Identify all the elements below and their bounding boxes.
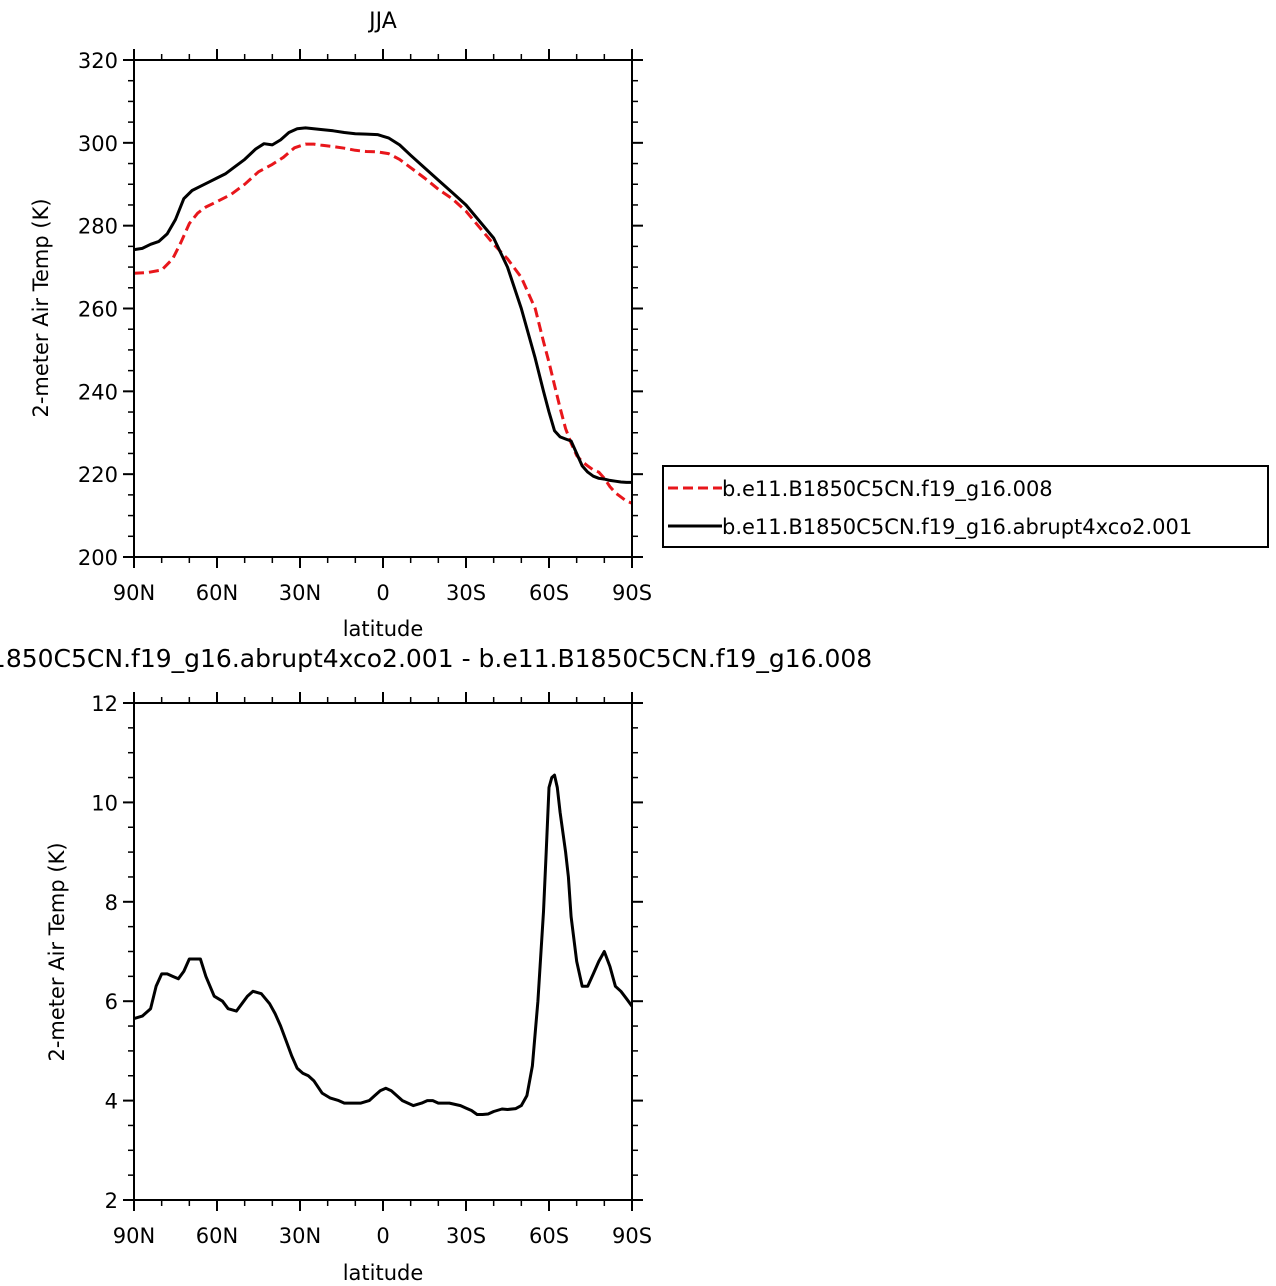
bottom-plot-frame xyxy=(133,702,633,1201)
top-title: JJA xyxy=(367,9,397,34)
top-ytick-label: 300 xyxy=(78,132,118,156)
top-plot-frame xyxy=(133,59,633,558)
top-xtick-label: 30S xyxy=(446,581,486,605)
legend-box xyxy=(662,465,1269,548)
legend-label-0: b.e11.B1850C5CN.f19_g16.008 xyxy=(722,477,1053,502)
bottom-xtick-label: 90S xyxy=(612,1224,652,1248)
bottom-panel: b.e11.B1850C5CN.f19_g16.abrupt4xco2.001 … xyxy=(0,644,872,1285)
top-panel: JJA 2-meter Air Temp (K) latitude 90N 60N… xyxy=(29,9,652,641)
bottom-xtick-label: 60S xyxy=(529,1224,569,1248)
bottom-ytick-label: 10 xyxy=(91,791,118,815)
top-xtick-label: 90S xyxy=(612,581,652,605)
top-ytick-label: 280 xyxy=(78,215,118,239)
top-ytick-label: 240 xyxy=(78,380,118,404)
bottom-xlabel: latitude xyxy=(343,1261,424,1285)
top-series xyxy=(134,126,632,505)
bottom-axes: 90N 60N 30N 0 30S 60S 90S 2 4 6 8 10 12 xyxy=(91,692,652,1248)
top-xlabel: latitude xyxy=(343,617,424,641)
bottom-series-line-0 xyxy=(134,773,632,1116)
top-series-line-0 xyxy=(134,142,632,505)
bottom-xtick-label: 0 xyxy=(376,1224,389,1248)
bottom-ytick-label: 6 xyxy=(105,990,118,1014)
top-xtick-label: 90N xyxy=(113,581,155,605)
legend: b.e11.B1850C5CN.f19_g16.008 b.e11.B1850C… xyxy=(662,465,1269,548)
bottom-title: b.e11.B1850C5CN.f19_g16.abrupt4xco2.001 … xyxy=(0,644,872,673)
bottom-ylabel-text: 2-meter Air Temp (K) xyxy=(45,842,69,1061)
bottom-xtick-label: 30S xyxy=(446,1224,486,1248)
top-xtick-label: 0 xyxy=(376,581,389,605)
top-ylabel: 2-meter Air Temp (K) xyxy=(29,198,53,417)
top-xtick-label: 60N xyxy=(196,581,238,605)
top-ylabel-text: 2-meter Air Temp (K) xyxy=(29,198,53,417)
top-axes: 90N 60N 30N 0 30S 60S 90S 200 220 240 260 280 300 320 xyxy=(78,49,652,605)
bottom-ytick-label: 2 xyxy=(105,1189,118,1213)
bottom-ylabel: 2-meter Air Temp (K) xyxy=(45,842,69,1061)
bottom-xtick-label: 90N xyxy=(113,1224,155,1248)
legend-label-1: b.e11.B1850C5CN.f19_g16.abrupt4xco2.001 xyxy=(722,515,1192,540)
top-xtick-label: 30N xyxy=(279,581,321,605)
top-ytick-label: 320 xyxy=(78,49,118,73)
top-ytick-label: 200 xyxy=(78,546,118,570)
top-xtick-label: 60S xyxy=(529,581,569,605)
top-series-line-1 xyxy=(134,126,632,484)
bottom-ytick-label: 8 xyxy=(105,891,118,915)
bottom-ytick-label: 4 xyxy=(105,1090,118,1114)
top-ytick-label: 220 xyxy=(78,463,118,487)
bottom-ytick-label: 12 xyxy=(91,692,118,716)
bottom-xtick-label: 60N xyxy=(196,1224,238,1248)
bottom-xtick-label: 30N xyxy=(279,1224,321,1248)
bottom-series xyxy=(134,773,632,1116)
top-ytick-label: 260 xyxy=(78,298,118,322)
